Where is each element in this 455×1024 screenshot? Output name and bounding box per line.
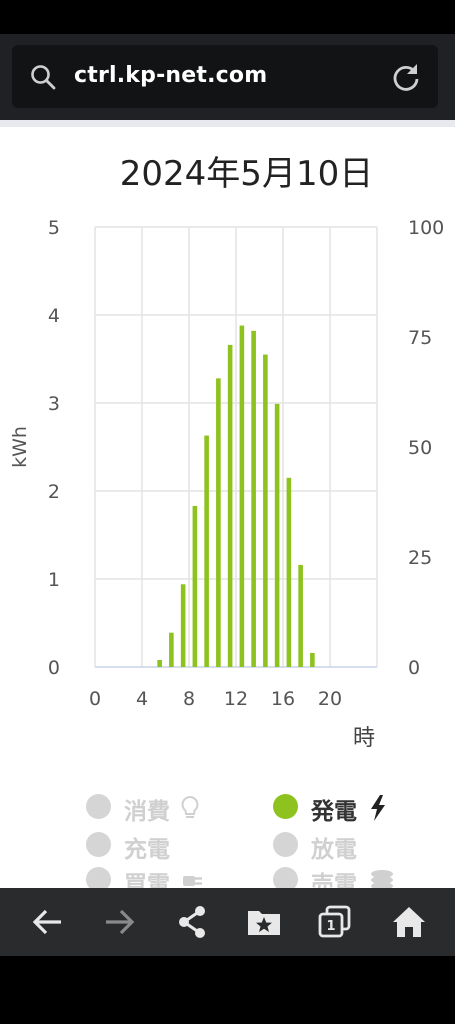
legend-label: 買電 xyxy=(124,872,170,888)
page-title: 2024年5月10日 xyxy=(119,154,374,194)
page-content: 2024年5月10日 0 1 2 3 4 5 0 25 50 75 100 0 4 8 12 16 20 kWh 時… xyxy=(0,120,455,888)
coins-icon xyxy=(371,870,393,888)
bar-hour-11 xyxy=(227,344,233,667)
legend-label: 売電 xyxy=(311,872,357,888)
bar-hour-12 xyxy=(239,325,245,667)
url-text[interactable]: ctrl.kp-net.com xyxy=(74,63,268,88)
plug-icon xyxy=(183,876,202,886)
bar-hour-14 xyxy=(263,354,268,667)
legend-dot xyxy=(273,794,298,819)
x-tick-label: 16 xyxy=(271,688,295,710)
bar-hour-9 xyxy=(204,435,209,667)
bar-hour-18 xyxy=(310,652,315,667)
bar-hour-17 xyxy=(298,564,303,667)
y-tick-label: 3 xyxy=(48,393,60,415)
bar-hour-6 xyxy=(169,632,174,667)
y-tick-label: 5 xyxy=(48,217,60,239)
bar-hour-7 xyxy=(180,584,186,667)
bar-hour-15 xyxy=(274,403,280,667)
page-top-divider xyxy=(0,120,455,127)
y-axis-title: kWh xyxy=(9,426,31,468)
search-icon[interactable] xyxy=(30,64,56,90)
arrow-right-icon[interactable] xyxy=(100,902,140,942)
bar-hour-8 xyxy=(192,505,198,667)
address-bar[interactable]: ctrl.kp-net.com xyxy=(12,45,438,108)
x-tick-label: 0 xyxy=(89,688,101,710)
x-tick-label: 12 xyxy=(224,688,248,710)
y-tick-label: 0 xyxy=(48,657,60,679)
lightbulb-icon xyxy=(181,795,199,818)
y2-tick-label: 50 xyxy=(408,437,432,459)
bar-hour-16 xyxy=(286,477,292,667)
bar-hour-5 xyxy=(157,659,162,667)
y2-tick-label: 25 xyxy=(408,547,432,569)
x-tick-label: 8 xyxy=(183,688,195,710)
tab-switcher-icon[interactable]: 1 xyxy=(315,902,355,942)
browser-toolbar: ctrl.kp-net.com xyxy=(0,34,455,120)
x-tick-label: 4 xyxy=(136,688,148,710)
y-tick-label: 2 xyxy=(48,481,60,503)
y-tick-label: 4 xyxy=(48,305,60,327)
y2-tick-label: 100 xyxy=(408,217,444,239)
status-bar xyxy=(0,0,455,34)
legend-dot xyxy=(86,867,111,888)
legend-label: 放電 xyxy=(311,837,357,863)
legend-dot xyxy=(86,832,111,857)
legend-dot xyxy=(86,794,111,819)
browser-bottom-nav: 1 xyxy=(0,888,455,956)
x-axis-title: 時 xyxy=(353,726,375,751)
x-tick-label: 20 xyxy=(318,688,342,710)
y2-tick-label: 0 xyxy=(408,657,420,679)
lightning-icon xyxy=(371,795,385,821)
home-icon[interactable] xyxy=(389,902,429,942)
bar-hour-13 xyxy=(251,330,256,667)
y2-tick-label: 75 xyxy=(408,327,432,349)
system-nav-area xyxy=(0,956,455,1024)
share-icon[interactable] xyxy=(172,902,212,942)
legend-dot xyxy=(273,832,298,857)
legend-dot xyxy=(273,867,298,888)
reload-icon[interactable] xyxy=(391,62,421,92)
y-tick-label: 1 xyxy=(48,569,60,591)
bar-hour-10 xyxy=(216,378,221,667)
legend-label: 発電 xyxy=(311,799,357,825)
tab-count: 1 xyxy=(326,919,335,934)
legend-label: 消費 xyxy=(124,799,170,825)
bookmark-folder-icon[interactable] xyxy=(244,902,284,942)
legend-label: 充電 xyxy=(124,837,170,863)
arrow-left-icon[interactable] xyxy=(27,902,67,942)
